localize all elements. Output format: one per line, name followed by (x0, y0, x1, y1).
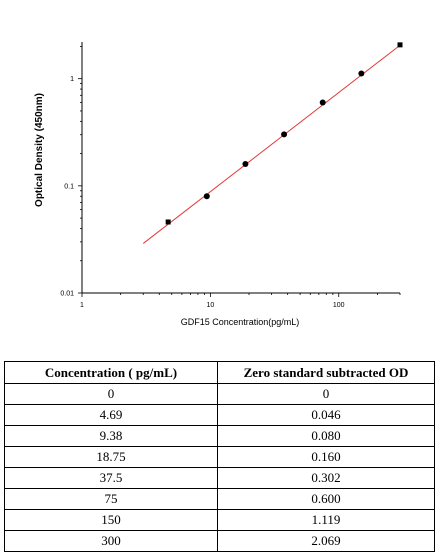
od-cell: 0.600 (217, 488, 435, 510)
y-tick-label: 1 (70, 76, 74, 83)
table-row: 18.75 0.160 (4, 446, 435, 468)
data-point (203, 193, 210, 200)
od-header: Zero standard subtracted OD (217, 361, 435, 384)
table-row: 4.69 0.046 (4, 404, 435, 426)
data-point (358, 70, 365, 77)
od-cell: 0 (217, 383, 435, 405)
table-row: 150 1.119 (4, 509, 435, 531)
y-tick-label: 0.1 (64, 183, 74, 190)
concentration-header: Concentration ( pg/mL) (4, 361, 218, 384)
standard-curve-chart: 1 10 100 0.01 0.1 1 GDF15 Concentration(pg/mL… (34, 42, 403, 327)
concentration-cell: 18.75 (4, 446, 218, 468)
data-point (281, 131, 288, 138)
od-cell: 2.069 (217, 530, 435, 552)
od-cell: 0.160 (217, 446, 435, 468)
od-cell: 0.302 (217, 467, 435, 489)
x-tick-label: 1 (80, 302, 84, 309)
table-row: 9.38 0.080 (4, 425, 435, 447)
data-point (165, 219, 171, 225)
data-point (397, 42, 403, 48)
concentration-cell: 150 (4, 509, 218, 531)
concentration-cell: 4.69 (4, 404, 218, 426)
axes: 1 10 100 0.01 0.1 1 (60, 42, 401, 309)
table-row: 300 2.069 (4, 530, 435, 552)
x-tick-label: 10 (206, 302, 214, 309)
table-header-row: Concentration ( pg/mL) Zero standard sub… (4, 361, 435, 384)
data-points (165, 42, 403, 225)
data-point (319, 99, 326, 106)
concentration-cell: 9.38 (4, 425, 218, 447)
od-cell: 1.119 (217, 509, 435, 531)
concentration-cell: 37.5 (4, 467, 218, 489)
x-tick-label: 100 (333, 302, 345, 309)
od-cell: 0.046 (217, 404, 435, 426)
y-axis-label: Optical Density (450nm) (34, 93, 45, 207)
od-cell: 0.080 (217, 425, 435, 447)
fit-line (142, 44, 401, 244)
fit-line-group (142, 44, 401, 244)
concentration-cell: 75 (4, 488, 218, 510)
table-row: 37.5 0.302 (4, 467, 435, 489)
concentration-cell: 0 (4, 383, 218, 405)
y-tick-label: 0.01 (60, 291, 74, 298)
standard-data-table: Concentration ( pg/mL) Zero standard sub… (4, 361, 435, 552)
table-row: 75 0.600 (4, 488, 435, 510)
x-axis-label: GDF15 Concentration(pg/mL) (181, 317, 300, 327)
data-point (242, 160, 249, 167)
concentration-cell: 300 (4, 530, 218, 552)
